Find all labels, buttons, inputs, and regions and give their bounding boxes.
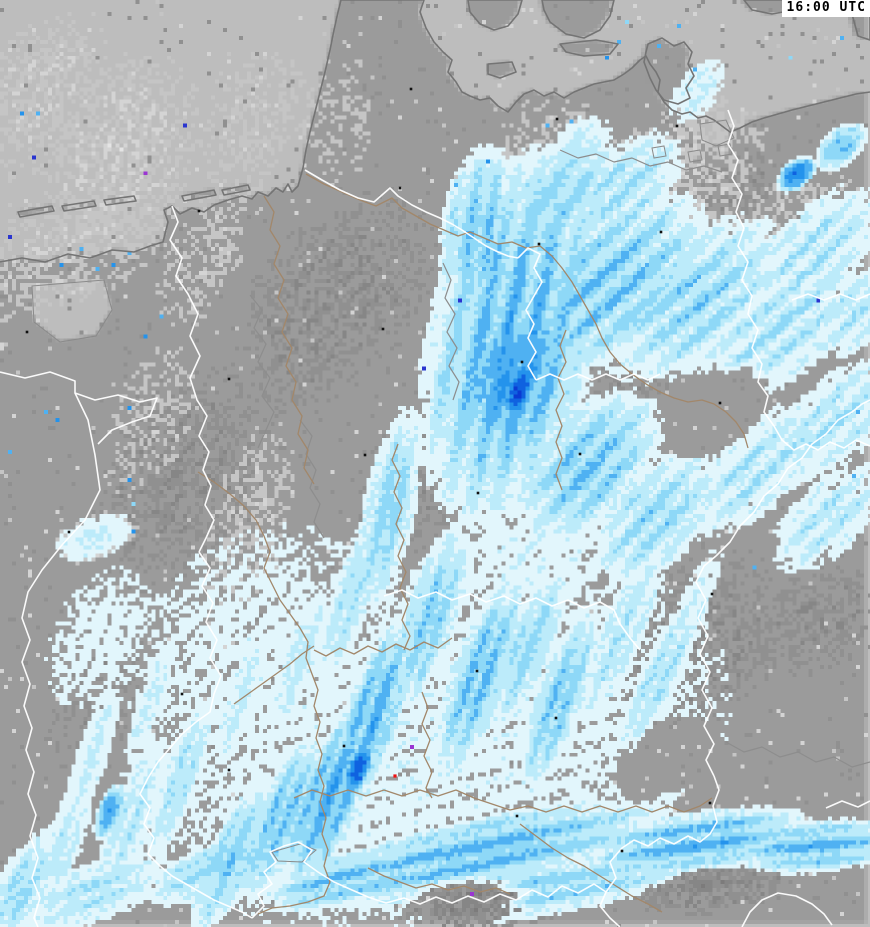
timestamp-badge: 16:00 UTC xyxy=(781,0,870,17)
